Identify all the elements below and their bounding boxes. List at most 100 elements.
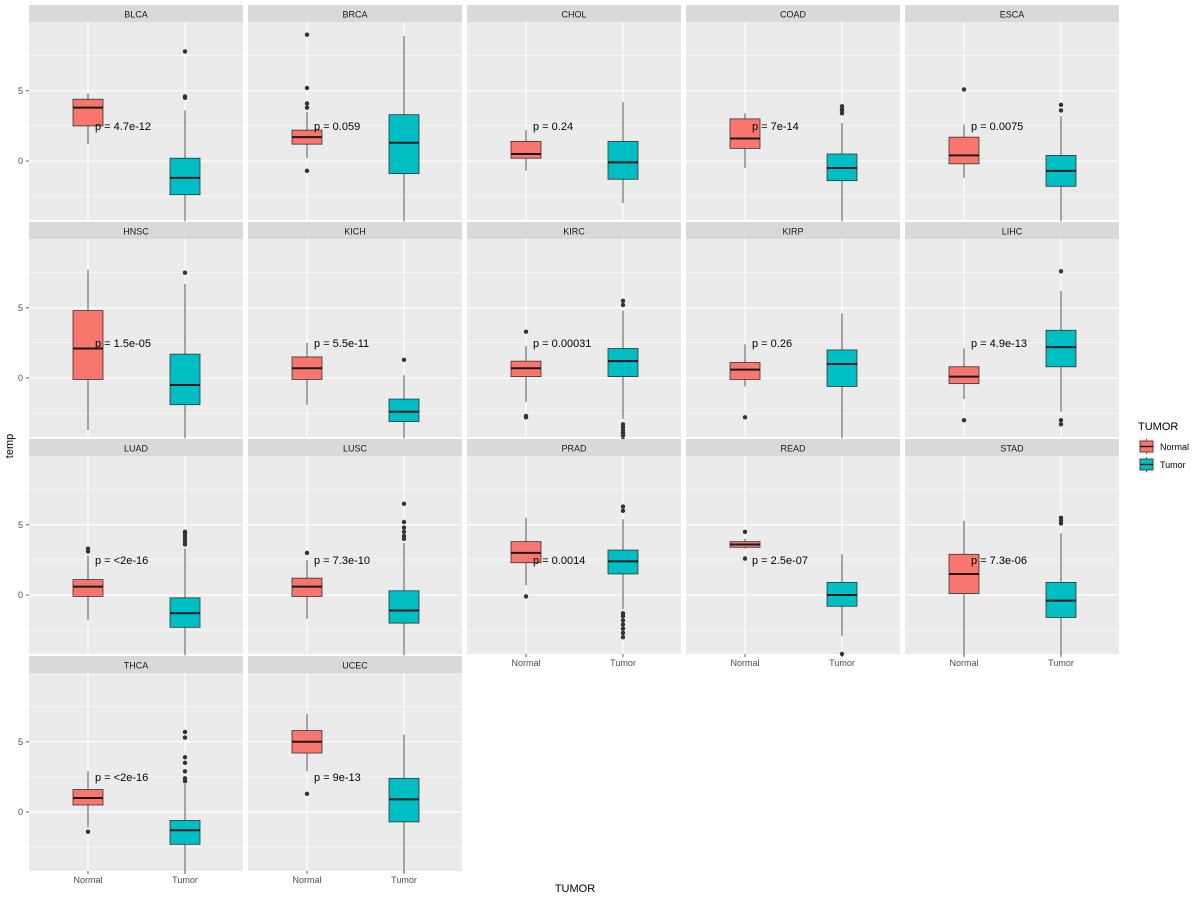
outlier-point [182,769,188,774]
iqr-box [729,118,761,149]
y-tick-label: 0 [18,373,23,383]
facet-strip [905,222,1119,239]
outlier-point [401,357,407,362]
outlier-point [620,618,626,623]
legend-label: Tumor [1160,460,1186,470]
facet-strip-label: STAD [1000,444,1024,454]
facet-strip-label: BRCA [342,10,367,20]
panel-background [467,22,681,220]
outlier-point [304,101,310,106]
facet-strip [905,439,1119,456]
facet-strip-label: HNSC [123,227,149,237]
facet-panel-prad: PRAD p = 0.0014 Normal Tumor [467,439,681,668]
legend-label: Normal [1160,442,1189,452]
p-value-label: p = 4.7e-12 [95,121,151,133]
outlier-point [304,550,310,556]
x-tick-label: Normal [73,875,102,885]
iqr-box [948,366,980,385]
outlier-point [304,168,310,174]
facet-strip [467,222,681,239]
outlier-point [182,729,188,735]
facet-panel-lihc: LIHC p = 4.9e-13 [905,222,1119,437]
outlier-point [742,556,748,561]
outlier-point [961,87,967,92]
outlier-point [961,417,967,423]
facet-strip [467,439,681,456]
facet-strip-label: THCA [124,661,149,671]
facet-strip [686,439,900,456]
facet-panel-stad: STAD p = 7.3e-06 Normal Tumor [905,439,1119,668]
iqr-box [388,398,420,422]
outlier-point [742,529,748,535]
outlier-point [304,85,310,91]
facet-strip-label: KIRP [782,227,803,237]
iqr-box [72,98,104,127]
tumor-boxplot [169,529,201,656]
outlier-point [182,49,188,54]
normal-boxplot [291,713,323,796]
facet-strip [905,5,1119,22]
tumor-boxplot [607,102,639,204]
panel-background [29,673,243,871]
facet-strip-label: ESCA [1000,10,1025,20]
panel-plot-area: p = 0.00031 [467,239,681,443]
facet-panel-esca: ESCA p = 0.0075 [905,5,1119,222]
x-tick-label: Normal [511,658,540,668]
y-tick-label: 5 [18,737,23,747]
normal-boxplot [291,550,323,619]
facet-strip-label: PRAD [561,444,587,454]
y-tick-label: 5 [18,520,23,530]
panel-background [467,239,681,437]
outlier-point [742,415,748,420]
outlier-point [523,329,529,334]
facet-panel-chol: CHOL p = 0.24 [467,5,681,220]
panel-plot-area: p = 0.26 [686,239,900,439]
outlier-point [85,546,91,551]
facet-strip-label: LUSC [343,444,368,454]
y-axis-title: temp [4,434,16,458]
p-value-label: p = 0.26 [752,338,792,350]
panel-plot-area: p = 5.5e-11 [248,239,462,439]
panel-background [248,239,462,437]
facet-panel-blca: BLCA p = 4.7e-12 0 5 [18,5,243,222]
panel-plot-area: p = 4.7e-12 [29,22,243,222]
facet-panel-kirc: KIRC p = 0.00031 [467,222,681,443]
iqr-box [607,140,639,180]
facet-strip [248,656,462,673]
normal-boxplot [72,771,104,834]
panel-background [29,239,243,437]
legend-entry-tumor: Tumor [1138,456,1186,473]
outlier-point [182,755,188,760]
facet-strip [248,222,462,239]
p-value-label: p = 0.00031 [533,338,591,350]
panel-background [248,22,462,220]
y-tick-label: 5 [18,303,23,313]
x-tick-label: Normal [730,658,759,668]
outlier-point [1058,269,1064,274]
outlier-point [182,776,188,781]
x-tick-label: Normal [949,658,978,668]
panel-background [686,22,900,220]
p-value-label: p = 7.3e-06 [971,555,1027,567]
y-tick-label: 0 [18,156,23,166]
iqr-box [169,353,201,406]
facet-strip-label: COAD [780,10,807,20]
panel-background [686,456,900,654]
tumor-boxplot [1045,515,1077,656]
normal-boxplot [72,93,104,145]
outlier-point [523,594,529,599]
outlier-point [401,501,407,506]
iqr-box [72,579,104,597]
iqr-box [1045,329,1077,368]
facet-panel-thca: THCA p = <2e-16 0 5 Normal Tumor [18,656,243,885]
outlier-point [620,611,626,616]
normal-boxplot [729,113,761,169]
x-tick-label: Tumor [610,658,636,668]
outlier-point [401,525,407,530]
p-value-label: p = 7e-14 [752,121,799,133]
legend: TUMOR Normal Tumor [1138,421,1189,473]
panel-background [248,456,462,654]
facet-strip-label: BLCA [124,10,148,20]
tumor-boxplot [388,734,420,873]
